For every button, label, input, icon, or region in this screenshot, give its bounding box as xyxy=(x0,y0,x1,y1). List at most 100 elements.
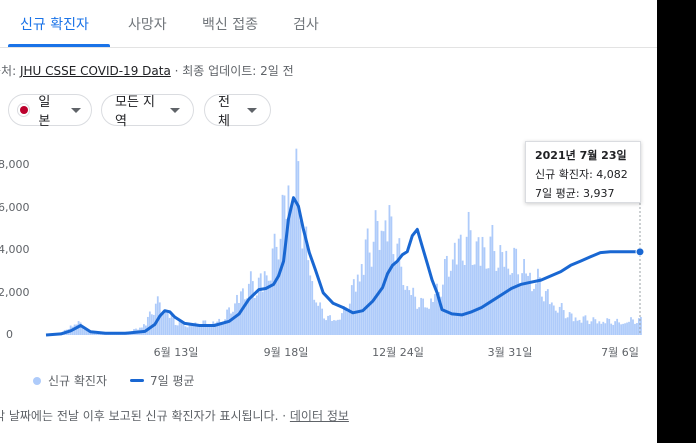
daily-case-bar xyxy=(453,242,456,335)
daily-case-bar xyxy=(604,323,607,335)
y-tick-label: 8,000 xyxy=(0,158,30,171)
footer-note: 각 날짜에는 전날 이후 보고된 신규 확진자가 표시됩니다. · xyxy=(0,409,290,423)
daily-case-bar xyxy=(426,307,428,335)
daily-case-bar xyxy=(602,321,605,335)
daily-case-bar xyxy=(461,260,464,335)
daily-case-bar xyxy=(564,318,567,335)
daily-case-bar xyxy=(386,241,389,335)
daily-case-bar xyxy=(368,252,371,335)
daily-case-bar xyxy=(222,322,225,335)
data-info-link[interactable]: 데이터 정보 xyxy=(289,409,349,423)
daily-case-bar xyxy=(337,319,339,335)
daily-case-bar xyxy=(497,267,500,335)
daily-case-bar xyxy=(414,296,417,335)
daily-case-bar xyxy=(216,321,219,335)
daily-case-bar xyxy=(459,234,462,335)
daily-case-bar xyxy=(638,318,640,335)
daily-case-bar xyxy=(612,324,615,335)
daily-case-bar xyxy=(463,265,466,335)
tooltip-date: 2021년 7월 23일 xyxy=(535,149,627,162)
japan-flag-icon xyxy=(17,103,31,117)
daily-case-bar xyxy=(479,265,482,335)
country-filter[interactable]: 일본 xyxy=(8,94,92,129)
daily-case-bar xyxy=(238,302,240,335)
daily-case-bar xyxy=(234,303,236,335)
daily-case-bar xyxy=(576,320,579,335)
daily-case-bar xyxy=(418,307,421,335)
tab-vaccination[interactable]: 백신 접종 xyxy=(202,17,258,33)
daily-case-bar xyxy=(610,323,613,335)
daily-case-bar xyxy=(255,295,258,335)
daily-case-bar xyxy=(420,297,423,335)
daily-case-bar xyxy=(483,247,486,335)
daily-case-bar xyxy=(390,216,393,335)
daily-case-bar xyxy=(640,316,642,335)
daily-case-bar xyxy=(495,270,498,335)
daily-case-bar xyxy=(170,313,173,335)
daily-case-bar xyxy=(188,325,191,335)
daily-case-bar xyxy=(489,236,492,335)
daily-case-bar xyxy=(471,264,474,335)
daily-case-bar xyxy=(257,277,260,335)
data-source: 출처: JHU CSSE COVID-19 Data · 최종 업데이트: 2일… xyxy=(0,62,294,79)
daily-case-bar xyxy=(449,270,452,335)
daily-case-bar xyxy=(343,306,345,335)
daily-case-bar xyxy=(297,161,300,335)
daily-case-bar xyxy=(87,329,90,335)
daily-case-bar xyxy=(174,324,177,335)
daily-case-bar xyxy=(598,321,601,335)
daily-case-bar xyxy=(594,319,597,335)
daily-case-bar xyxy=(628,321,630,335)
source-link[interactable]: JHU CSSE COVID-19 Data xyxy=(19,64,171,78)
hover-point[interactable] xyxy=(635,247,645,257)
daily-case-bar xyxy=(586,320,589,335)
daily-case-bar xyxy=(531,291,533,335)
daily-case-bar xyxy=(362,274,365,335)
daily-case-bar xyxy=(469,230,472,335)
daily-case-bar xyxy=(166,310,169,335)
daily-case-bar xyxy=(91,332,94,335)
daily-case-bar xyxy=(521,273,523,335)
daily-case-bar xyxy=(457,238,460,335)
daily-case-bar xyxy=(406,286,409,335)
chart-footer: 각 날짜에는 전날 이후 보고된 신규 확진자가 표시됩니다. · 데이터 정보 xyxy=(0,407,349,424)
daily-case-bar xyxy=(374,210,377,335)
daily-case-bar xyxy=(83,329,86,335)
daily-case-bar xyxy=(624,323,626,335)
legend-line: 7일 평균 xyxy=(130,372,195,389)
daily-case-bar xyxy=(214,323,217,335)
daily-case-bar xyxy=(566,317,569,335)
daily-case-bar xyxy=(93,333,96,335)
daily-case-bar xyxy=(224,319,226,335)
tab-new-cases[interactable]: 신규 확진자 xyxy=(20,17,89,33)
daily-case-bar xyxy=(305,226,308,335)
daily-case-bar xyxy=(572,321,575,335)
region-filter[interactable]: 모든 지역 xyxy=(101,94,194,129)
daily-case-bar xyxy=(467,211,470,335)
daily-case-bar xyxy=(527,275,529,335)
daily-case-bar xyxy=(269,280,272,335)
daily-case-bar xyxy=(172,317,175,335)
daily-case-bar xyxy=(548,304,551,335)
daily-case-bar xyxy=(630,317,632,335)
daily-case-bar xyxy=(578,319,581,335)
tab-tests[interactable]: 검사 xyxy=(293,17,319,33)
daily-case-bar xyxy=(620,324,622,335)
daily-case-bar xyxy=(287,185,290,335)
daily-case-bar xyxy=(85,329,88,335)
daily-case-bar xyxy=(186,327,189,335)
daily-case-bar xyxy=(529,272,531,335)
period-filter[interactable]: 전체 xyxy=(204,94,271,129)
daily-case-bar xyxy=(493,251,496,335)
daily-case-bar xyxy=(164,310,167,335)
y-tick-label: 6,000 xyxy=(0,201,30,214)
daily-case-bar xyxy=(556,312,559,335)
tab-deaths[interactable]: 사망자 xyxy=(128,17,167,33)
daily-case-bar xyxy=(477,237,480,335)
daily-case-bar xyxy=(156,296,159,335)
daily-case-bar xyxy=(95,333,98,335)
daily-case-bar xyxy=(447,276,450,335)
daily-case-bar xyxy=(614,321,617,335)
daily-case-bar xyxy=(503,266,506,335)
daily-case-bar xyxy=(404,289,407,335)
